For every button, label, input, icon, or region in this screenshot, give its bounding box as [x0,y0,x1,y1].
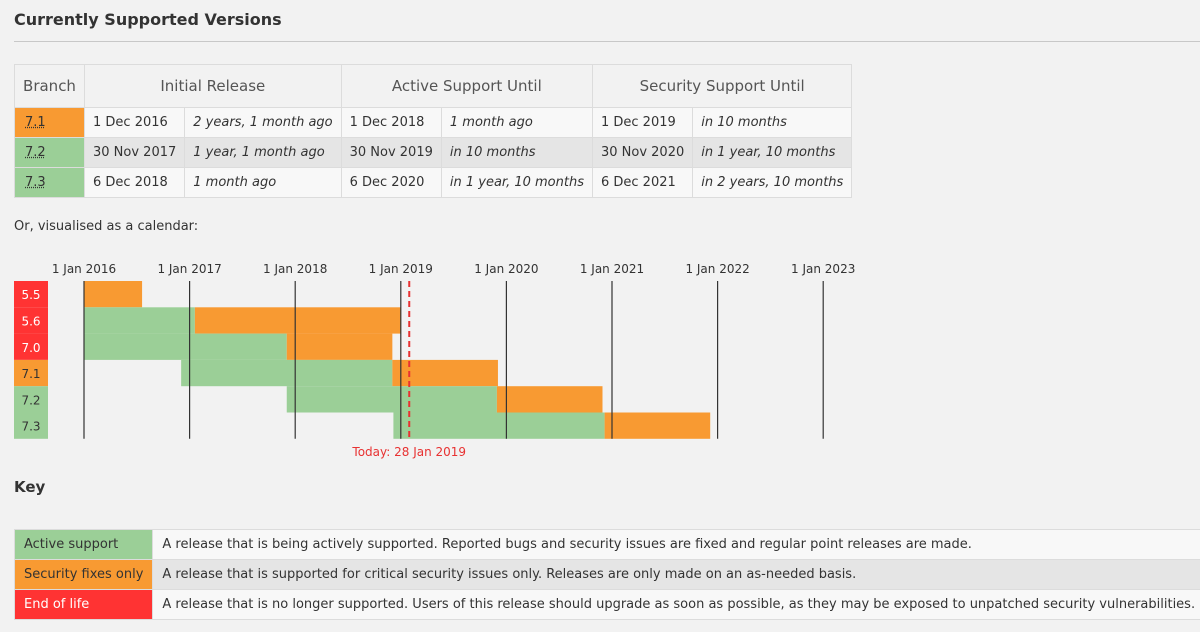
branch-label-bg [14,281,48,308]
year-label: 1 Jan 2016 [52,262,116,276]
table-header-row: Branch Initial Release Active Support Un… [14,64,853,108]
security-support-bar [194,307,401,334]
branch-label: 5.6 [21,314,40,328]
active-date: 30 Nov 2019 [340,137,442,168]
header-security-support: Security Support Until [591,64,853,108]
page-title: Currently Supported Versions [14,10,282,29]
branch-label-bg [14,386,48,413]
key-table: Active support A release that is being a… [13,529,1200,620]
security-date: 30 Nov 2020 [591,137,694,168]
table-row: 7.2 30 Nov 2017 1 year, 1 month ago 30 N… [14,137,853,168]
title-divider [14,41,1200,42]
active-date: 6 Dec 2020 [340,167,442,198]
security-relative: in 1 year, 10 months [692,137,853,168]
year-label: 1 Jan 2022 [685,262,749,276]
initial-relative: 2 years, 1 month ago [184,107,342,138]
table-row: 7.3 6 Dec 2018 1 month ago 6 Dec 2020 in… [14,167,853,198]
security-date: 6 Dec 2021 [591,167,694,198]
branch-cell: 7.3 [14,167,85,198]
branch-label: 7.1 [21,367,40,381]
key-row-security: Security fixes only A release that is su… [13,559,1200,590]
key-description: A release that is being actively support… [152,529,1200,560]
today-label: Today: 28 Jan 2019 [351,445,466,459]
year-label: 1 Jan 2020 [474,262,538,276]
active-support-bar [181,359,393,387]
branch-cell: 7.1 [14,107,85,138]
branch-label: 7.0 [21,341,40,355]
key-label-active: Active support [13,529,154,560]
supported-versions-table: Branch Initial Release Active Support Un… [14,64,853,198]
security-support-bar [392,359,498,387]
key-description: A release that is supported for critical… [152,559,1200,590]
initial-relative: 1 month ago [184,167,342,198]
branch-label: 7.2 [21,393,40,407]
security-date: 1 Dec 2019 [591,107,694,138]
header-initial-release: Initial Release [84,64,342,108]
branch-label: 5.5 [21,288,40,302]
calendar-caption: Or, visualised as a calendar: [14,219,199,234]
header-active-support: Active Support Until [340,64,593,108]
branch-cell: 7.2 [14,137,85,168]
active-support-bar [393,412,605,439]
active-relative: in 1 year, 10 months [440,167,593,198]
initial-relative: 1 year, 1 month ago [184,137,342,168]
year-label: 1 Jan 2019 [369,262,433,276]
branch-link-7-3[interactable]: 7.3 [25,175,46,190]
branch-label-bg [14,333,48,360]
active-support-bar [286,386,497,413]
security-support-bar [286,333,393,360]
active-support-bar [84,333,287,360]
key-row-active: Active support A release that is being a… [13,529,1200,560]
key-label-security: Security fixes only [13,559,154,590]
year-label: 1 Jan 2017 [157,262,221,276]
key-description: A release that is no longer supported. U… [152,589,1200,620]
key-row-eol: End of life A release that is no longer … [13,589,1200,620]
key-heading: Key [14,478,46,496]
security-relative: in 10 months [692,107,853,138]
initial-date: 1 Dec 2016 [83,107,186,138]
active-support-bar [84,307,195,334]
branch-label-bg [14,307,48,334]
key-label-eol: End of life [13,589,154,620]
active-relative: 1 month ago [440,107,593,138]
header-branch: Branch [14,64,85,108]
active-date: 1 Dec 2018 [340,107,442,138]
support-calendar: 5.5 5.6 7.0 7.1 7.2 7.3 1 Jan 2016 1 Jan 2017 1 … [14,262,855,459]
security-support-bar [84,281,143,308]
branch-link-7-2[interactable]: 7.2 [25,145,46,160]
year-label: 1 Jan 2021 [580,262,644,276]
branch-label-bg [14,359,48,387]
initial-date: 6 Dec 2018 [83,167,186,198]
security-relative: in 2 years, 10 months [692,167,853,198]
branch-label-bg [14,412,48,439]
branch-link-7-1[interactable]: 7.1 [25,115,46,130]
initial-date: 30 Nov 2017 [83,137,186,168]
branch-label: 7.3 [21,420,40,434]
security-support-bar [604,412,711,439]
year-label: 1 Jan 2023 [791,262,855,276]
table-row: 7.1 1 Dec 2016 2 years, 1 month ago 1 De… [14,107,853,138]
security-support-bar [496,386,603,413]
year-label: 1 Jan 2018 [263,262,327,276]
active-relative: in 10 months [440,137,593,168]
